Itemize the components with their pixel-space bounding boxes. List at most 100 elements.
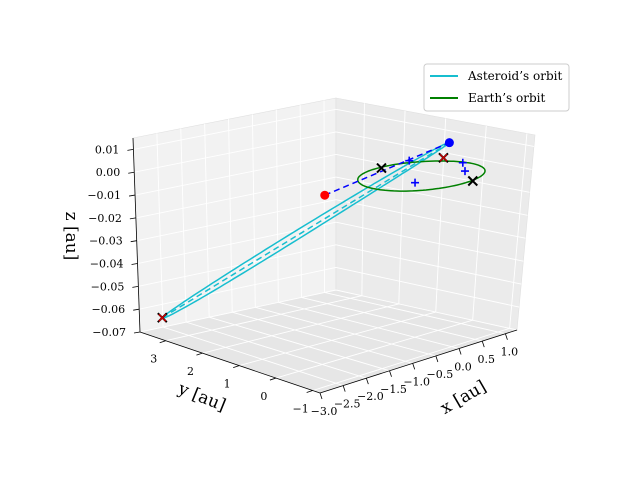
grid-line-y bbox=[239, 311, 436, 367]
z-tick-label: −0.07 bbox=[92, 326, 126, 339]
dashed-line-3 bbox=[324, 142, 450, 196]
grid-line-x bbox=[275, 109, 279, 303]
x-tick-label: 1.0 bbox=[501, 346, 519, 359]
dashed-line-2 bbox=[161, 142, 450, 319]
grid-line-x bbox=[255, 306, 436, 357]
x-tick-mark bbox=[481, 340, 485, 348]
x-tick-label: 0.5 bbox=[477, 353, 495, 366]
x-axis-label: x [au] bbox=[437, 377, 490, 419]
grid-line-z bbox=[335, 266, 520, 308]
z-tick-mark bbox=[133, 331, 141, 334]
x-tick-label: −1.0 bbox=[403, 375, 430, 388]
grid-line-z bbox=[135, 176, 337, 219]
y-axis-label: y [au] bbox=[174, 378, 228, 415]
red-x-marker bbox=[439, 153, 448, 162]
grid-line-z bbox=[335, 244, 522, 285]
grid-line-y bbox=[398, 110, 406, 304]
grid-line-x bbox=[180, 128, 187, 323]
y-tick-label: −1 bbox=[293, 403, 309, 416]
x-tick-label: −3.0 bbox=[311, 405, 338, 418]
z-tick-mark bbox=[128, 171, 135, 174]
z-tick-label: −0.02 bbox=[88, 212, 122, 225]
legend-label-asteroid: Asteroid’s orbit bbox=[467, 69, 562, 83]
y-tick-mark bbox=[196, 352, 203, 356]
x-tick-mark bbox=[365, 378, 369, 385]
z-tick-mark bbox=[127, 149, 134, 151]
red-x-marker bbox=[158, 313, 167, 322]
grid-line-x bbox=[301, 296, 483, 342]
x-tick-mark bbox=[435, 355, 439, 363]
markers bbox=[157, 138, 478, 323]
back-pane-right bbox=[335, 97, 536, 331]
grid-line-x bbox=[232, 311, 413, 364]
z-tick-label: −0.06 bbox=[91, 303, 125, 316]
grid-line-z bbox=[134, 154, 337, 196]
red-dot-marker bbox=[320, 190, 330, 200]
grid-line-y bbox=[312, 327, 510, 391]
grid-line-z bbox=[139, 266, 337, 310]
blue-plus-marker bbox=[458, 158, 467, 167]
y-tick-mark bbox=[269, 377, 277, 381]
z-ticks: −0.07 −0.06 −0.05 −0.04 −0.03 −0.02 −0.01 0.00 0… bbox=[87, 143, 141, 339]
grid-line-x bbox=[185, 321, 367, 379]
grid-line-y bbox=[275, 319, 473, 379]
z-tick-mark bbox=[129, 217, 136, 220]
x-ticks: −3.0−2.5−2.0−1.5−1.0−0.50.0 0.5 1.0 bbox=[311, 333, 519, 418]
axes-lines bbox=[132, 137, 518, 394]
x-tick-label: −1.5 bbox=[380, 383, 407, 396]
z-tick-label: 0.00 bbox=[96, 166, 121, 179]
z-tick-label: −0.01 bbox=[87, 189, 121, 202]
grid-line-y bbox=[202, 303, 399, 354]
x-tick-label: −0.5 bbox=[427, 368, 454, 381]
blue-plus-marker bbox=[411, 178, 420, 187]
z-tick-label: 0.01 bbox=[95, 143, 120, 156]
z-axis-label: z [au] bbox=[61, 212, 81, 261]
grid-line-z bbox=[136, 199, 337, 242]
x-tick-label: 0.0 bbox=[454, 361, 472, 374]
blue-dot-marker bbox=[444, 138, 454, 148]
z-tick-mark bbox=[131, 263, 138, 265]
earth-orbit-line bbox=[357, 160, 486, 192]
grid-line-z bbox=[139, 289, 337, 333]
grid-line-x bbox=[209, 316, 390, 372]
x-tick-mark bbox=[319, 392, 323, 400]
y-tick-label: 1 bbox=[224, 378, 231, 391]
grid-line-y bbox=[165, 295, 362, 342]
x-axis-line bbox=[319, 329, 518, 394]
y-tick-mark bbox=[159, 340, 166, 344]
grid-line-x bbox=[278, 301, 460, 349]
x-tick-mark bbox=[389, 370, 392, 377]
grid-line-z bbox=[335, 176, 528, 216]
x-tick-mark bbox=[458, 348, 462, 355]
z-axis-line bbox=[132, 137, 141, 333]
z-tick-mark bbox=[132, 285, 139, 288]
grid-line-z bbox=[134, 131, 337, 173]
z-tick-label: −0.03 bbox=[89, 235, 123, 248]
z-tick-mark bbox=[130, 240, 137, 243]
y-axis-line bbox=[139, 331, 321, 394]
grid-line-z bbox=[335, 131, 532, 170]
legend: Asteroid’s orbit Earth’s orbit bbox=[423, 63, 570, 112]
z-tick-mark bbox=[128, 194, 136, 197]
x-tick-label: −2.5 bbox=[334, 398, 361, 411]
legend-box bbox=[423, 63, 570, 112]
grid-line-z bbox=[137, 221, 337, 264]
legend-label-earth: Earth’s orbit bbox=[468, 91, 545, 105]
grid-line-y bbox=[509, 133, 528, 329]
z-tick-label: −0.05 bbox=[91, 280, 125, 293]
y-tick-label: 2 bbox=[187, 365, 194, 378]
grid-line-z bbox=[335, 199, 526, 239]
x-tick-label: −2.0 bbox=[357, 390, 384, 403]
x-tick-mark bbox=[342, 385, 346, 392]
y-tick-mark bbox=[233, 365, 240, 368]
grid-line-z bbox=[335, 154, 530, 193]
grid-line-y bbox=[472, 125, 487, 321]
grid-line-x bbox=[162, 326, 344, 387]
x-tick-mark bbox=[412, 363, 416, 370]
grid-line-z bbox=[138, 244, 337, 287]
grid-line-x bbox=[251, 114, 256, 308]
grid-line-z bbox=[335, 221, 524, 262]
grid-line-y bbox=[361, 103, 365, 296]
